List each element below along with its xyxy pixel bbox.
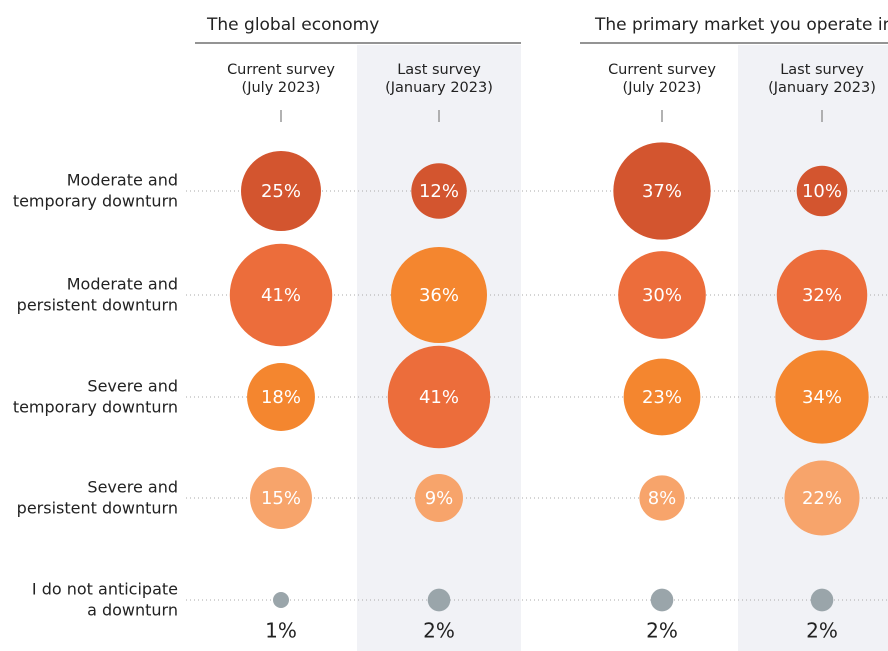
- column-label: Current survey: [608, 62, 716, 78]
- group-title: The global economy: [206, 15, 379, 35]
- column-label: Current survey: [227, 62, 335, 78]
- value-label: 9%: [425, 488, 454, 509]
- column-label: (January 2023): [768, 80, 876, 96]
- bubble: [273, 592, 289, 608]
- value-label: 10%: [802, 181, 842, 202]
- value-label: 2%: [646, 619, 678, 643]
- value-label: 8%: [648, 488, 677, 509]
- value-label: 32%: [802, 285, 842, 306]
- bubble: [796, 165, 848, 217]
- row-label: temporary downturn: [13, 398, 178, 417]
- bubble: [427, 588, 451, 612]
- bubble: [618, 251, 706, 339]
- bubble: [247, 363, 315, 431]
- row-label: Severe and: [87, 478, 178, 497]
- bubble: [784, 460, 860, 536]
- row-label: I do not anticipate: [32, 580, 178, 599]
- row-label: Moderate and: [67, 171, 178, 190]
- group-title: The primary market you operate in: [594, 15, 888, 35]
- bubble: [391, 247, 487, 343]
- bubble: [639, 475, 685, 521]
- column-label: (July 2023): [242, 80, 321, 96]
- value-label: 15%: [261, 488, 301, 509]
- bubble: [775, 350, 869, 444]
- value-label: 1%: [265, 619, 297, 643]
- column-label: (July 2023): [623, 80, 702, 96]
- bubble: [250, 467, 312, 529]
- value-label: 25%: [261, 181, 301, 202]
- bubble: [229, 243, 333, 347]
- value-label: 41%: [261, 285, 301, 306]
- bubble: [411, 163, 467, 219]
- value-label: 2%: [806, 619, 838, 643]
- value-label: 2%: [423, 619, 455, 643]
- bubble: [776, 249, 868, 341]
- value-label: 23%: [642, 387, 682, 408]
- value-label: 36%: [419, 285, 459, 306]
- column-label: Last survey: [780, 62, 864, 78]
- column-label: (January 2023): [385, 80, 493, 96]
- value-label: 37%: [642, 181, 682, 202]
- row-label: Moderate and: [67, 275, 178, 294]
- bubble: [387, 345, 491, 449]
- bubble: [415, 474, 463, 522]
- row-label: Severe and: [87, 377, 178, 396]
- row-label: a downturn: [87, 601, 178, 620]
- value-label: 41%: [419, 387, 459, 408]
- value-label: 22%: [802, 488, 842, 509]
- row-label: persistent downturn: [17, 499, 178, 518]
- value-label: 18%: [261, 387, 301, 408]
- bubble: [241, 151, 321, 231]
- bubble: [613, 142, 711, 240]
- row-label: temporary downturn: [13, 192, 178, 211]
- bubble: [810, 588, 834, 612]
- value-label: 34%: [802, 387, 842, 408]
- value-label: 30%: [642, 285, 682, 306]
- value-label: 12%: [419, 181, 459, 202]
- row-label: persistent downturn: [17, 296, 178, 315]
- column-label: Last survey: [397, 62, 481, 78]
- column-shade: [738, 45, 888, 651]
- bubble: [650, 588, 674, 612]
- bubble: [623, 358, 701, 436]
